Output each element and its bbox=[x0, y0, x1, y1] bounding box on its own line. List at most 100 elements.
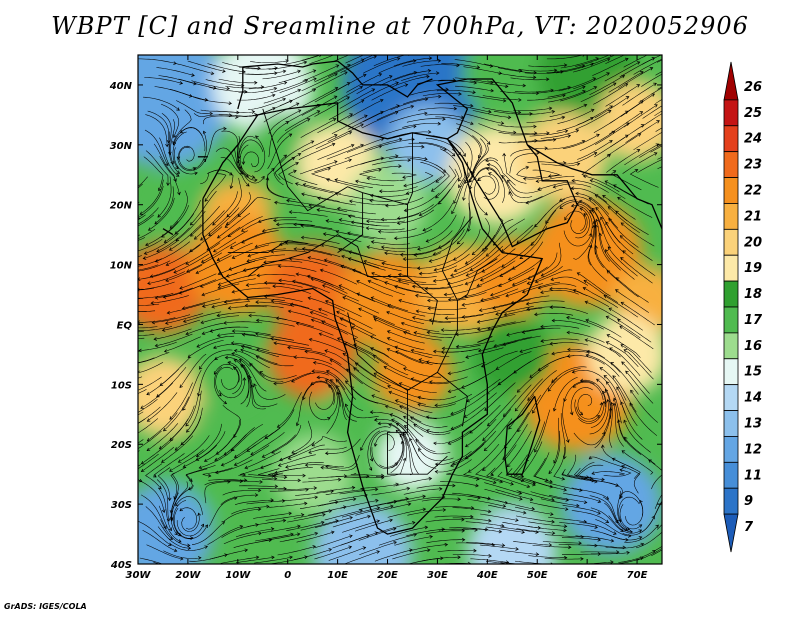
streamline-178 bbox=[268, 109, 301, 135]
streamline-arrow-899 bbox=[344, 403, 349, 408]
streamline-arrow-350 bbox=[265, 176, 270, 181]
streamline-arrow-1220 bbox=[640, 542, 645, 547]
streamline-141 bbox=[218, 114, 258, 117]
streamline-arrow-922 bbox=[177, 459, 182, 463]
border-5 bbox=[441, 216, 473, 301]
streamline-arrow-172 bbox=[176, 170, 181, 174]
streamline-672 bbox=[506, 327, 545, 336]
streamline-arrow-780 bbox=[605, 341, 610, 345]
streamline-1236 bbox=[328, 547, 366, 561]
streamline-arrow-791 bbox=[249, 363, 253, 367]
streamline-1138 bbox=[387, 508, 426, 518]
streamline-755 bbox=[214, 354, 250, 367]
streamline-1222 bbox=[636, 531, 662, 549]
streamline-arrow-76 bbox=[304, 79, 309, 83]
streamline-498 bbox=[450, 256, 486, 276]
streamline-arrow-662 bbox=[358, 307, 362, 312]
streamline-171 bbox=[159, 137, 180, 177]
streamline-346 bbox=[208, 207, 240, 236]
streamline-616 bbox=[165, 313, 204, 324]
streamline-756 bbox=[234, 350, 270, 368]
streamline-608 bbox=[577, 272, 611, 297]
streamline-1121 bbox=[654, 493, 662, 510]
streamline-673 bbox=[522, 327, 561, 333]
streamline-arrow-1050 bbox=[619, 468, 624, 472]
streamline-801 bbox=[403, 367, 442, 378]
streamline-1008 bbox=[475, 466, 503, 483]
streamline-464 bbox=[454, 248, 488, 272]
streamline-arrow-448 bbox=[200, 259, 205, 263]
streamline-arrow-862 bbox=[310, 381, 314, 385]
streamline-1230 bbox=[235, 556, 275, 564]
streamline-arrow-195 bbox=[564, 129, 569, 133]
streamline-1016 bbox=[577, 464, 604, 478]
streamline-arrow-557 bbox=[306, 274, 311, 279]
streamline-628 bbox=[356, 293, 394, 309]
streamline-arrow-726 bbox=[287, 345, 291, 350]
streamline-arrow-218 bbox=[398, 137, 403, 142]
streamline-248 bbox=[298, 143, 335, 161]
streamline-arrow-686 bbox=[196, 344, 201, 348]
streamline-arrow-1230 bbox=[271, 555, 275, 560]
streamline-arrow-1238 bbox=[393, 540, 397, 545]
streamline-175 bbox=[221, 130, 239, 163]
streamline-266 bbox=[577, 140, 613, 160]
streamline-280 bbox=[267, 133, 292, 169]
streamline-820 bbox=[186, 390, 202, 433]
streamline-arrow-357 bbox=[369, 198, 373, 203]
streamline-760 bbox=[293, 356, 332, 365]
streamline-arrow-759 bbox=[273, 381, 277, 386]
streamline-1058 bbox=[204, 480, 243, 486]
streamline-arrow-1009 bbox=[510, 482, 514, 486]
streamline-arrow-765 bbox=[370, 347, 374, 351]
streamline-arrow-447 bbox=[185, 261, 190, 265]
streamline-1047 bbox=[561, 472, 598, 483]
streamline-arrow-659 bbox=[309, 310, 314, 315]
streamline-596 bbox=[384, 282, 423, 293]
streamline-880 bbox=[580, 379, 606, 407]
streamline-1154 bbox=[619, 491, 643, 516]
streamline-581 bbox=[151, 295, 189, 304]
streamline-arrow-708 bbox=[540, 339, 544, 343]
streamline-arrow-265 bbox=[593, 151, 598, 156]
streamline-arrow-389 bbox=[336, 206, 341, 211]
streamline-arrow-1173 bbox=[441, 527, 446, 532]
streamline-895 bbox=[291, 420, 313, 454]
streamline-632 bbox=[416, 310, 455, 315]
streamline-arrow-135 bbox=[687, 84, 690, 87]
streamline-1177 bbox=[463, 527, 502, 533]
streamline-874 bbox=[482, 409, 512, 441]
streamline-arrow-1059 bbox=[258, 488, 262, 493]
streamline-arrow-434 bbox=[519, 255, 524, 259]
streamline-1001 bbox=[379, 441, 404, 468]
streamline-arrow-451 bbox=[247, 253, 251, 258]
streamline-arrow-1123 bbox=[187, 543, 191, 548]
streamline-arrow-828 bbox=[302, 396, 306, 401]
streamline-1135 bbox=[341, 507, 380, 518]
streamline-507 bbox=[600, 217, 625, 254]
streamline-arrow-859 bbox=[250, 384, 255, 389]
streamline-312 bbox=[212, 191, 238, 226]
streamline-600 bbox=[448, 292, 487, 300]
streamline-542 bbox=[607, 246, 638, 277]
streamline-arrow-325 bbox=[403, 208, 408, 213]
streamline-arrow-89 bbox=[502, 98, 507, 103]
streamline-arrow-84 bbox=[426, 74, 430, 79]
border-2 bbox=[347, 258, 498, 391]
streamline-677 bbox=[585, 301, 621, 321]
streamline-arrow-803 bbox=[429, 380, 433, 384]
streamline-103 bbox=[160, 103, 180, 138]
streamline-495 bbox=[403, 252, 442, 260]
streamline-626 bbox=[325, 300, 362, 318]
streamline-183 bbox=[347, 111, 384, 130]
streamline-1178 bbox=[486, 526, 525, 533]
streamline-arrow-1126 bbox=[175, 502, 179, 507]
streamline-130 bbox=[580, 82, 617, 102]
streamline-107 bbox=[216, 110, 255, 113]
streamline-1081 bbox=[562, 492, 601, 503]
streamline-arrow-1128 bbox=[266, 504, 270, 509]
lon-tick-label: 60E bbox=[577, 570, 598, 581]
streamline-313 bbox=[226, 192, 251, 225]
streamline-1116 bbox=[571, 510, 609, 523]
streamline-arrow-1236 bbox=[362, 546, 367, 550]
